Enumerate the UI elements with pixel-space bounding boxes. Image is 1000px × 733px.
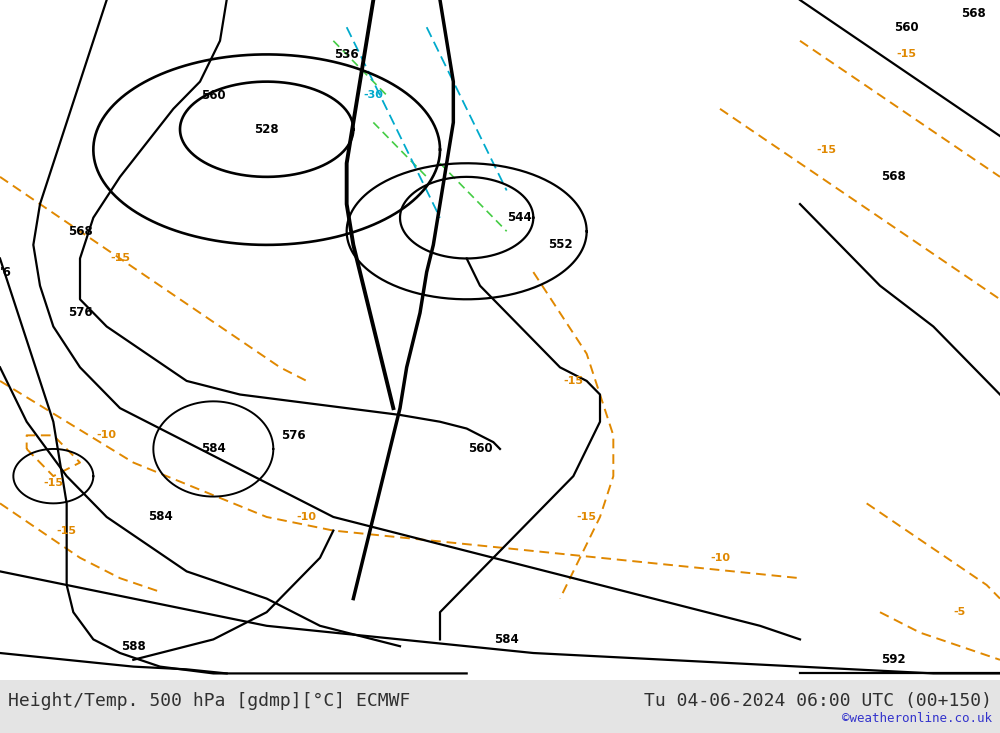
Text: -10: -10 [710,553,730,563]
Text: -10: -10 [297,512,317,522]
Text: 560: 560 [201,89,226,102]
Text: 592: 592 [881,653,906,666]
Text: -15: -15 [577,512,597,522]
Text: 568: 568 [961,7,986,20]
Text: -15: -15 [563,376,583,386]
Text: Tu 04-06-2024 06:00 UTC (00+150): Tu 04-06-2024 06:00 UTC (00+150) [644,692,992,710]
Text: -15: -15 [57,526,77,536]
Text: -15: -15 [817,144,837,155]
Text: -15: -15 [110,254,130,263]
Text: 576: 576 [281,429,306,442]
Text: Height/Temp. 500 hPa [gdmp][°C] ECMWF: Height/Temp. 500 hPa [gdmp][°C] ECMWF [8,692,410,710]
Text: 528: 528 [254,122,279,136]
Text: -5: -5 [954,607,966,617]
Text: 544: 544 [507,211,531,224]
Text: 560: 560 [894,21,919,34]
Text: 576: 576 [68,306,92,320]
Text: 568: 568 [68,225,92,237]
Text: 552: 552 [548,238,572,251]
Text: -15: -15 [43,478,63,488]
Text: -15: -15 [897,49,917,59]
Text: -10: -10 [97,430,117,441]
Text: 568: 568 [881,170,906,183]
Text: 536: 536 [334,48,359,61]
Text: 584: 584 [148,510,172,523]
Text: 584: 584 [201,443,226,455]
Text: -30: -30 [363,90,383,100]
Text: 584: 584 [494,633,519,646]
Text: 588: 588 [121,640,146,652]
Text: ©weatheronline.co.uk: ©weatheronline.co.uk [842,712,992,725]
Text: 560: 560 [468,443,492,455]
Text: '6: '6 [0,265,12,279]
